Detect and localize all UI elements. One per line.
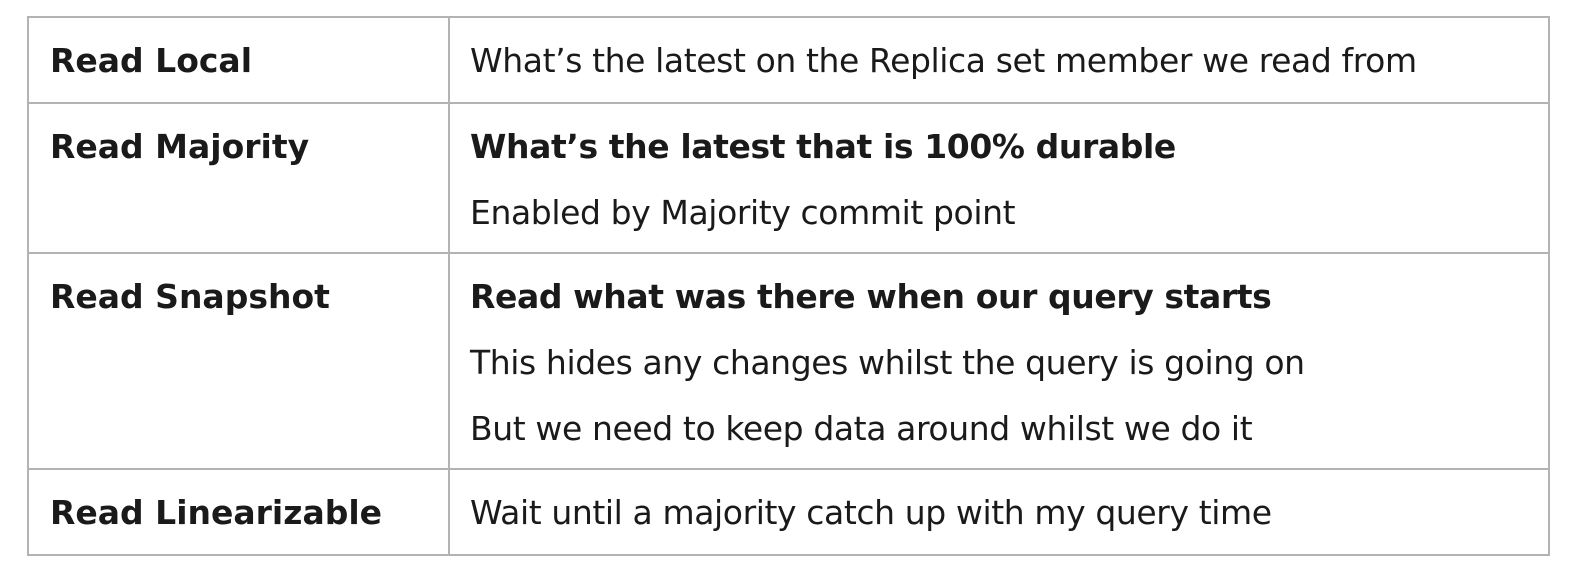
- term-read-snapshot: Read Snapshot: [50, 277, 330, 316]
- read-concern-table: Read Local What’s the latest on the Repl…: [27, 16, 1550, 556]
- term-cell: Read Snapshot: [27, 252, 450, 470]
- description-cell: Read what was there when our query start…: [448, 252, 1550, 470]
- table-row: Read Snapshot Read what was there when o…: [27, 252, 1550, 470]
- term-read-local: Read Local: [50, 41, 253, 80]
- term-cell: Read Majority: [27, 102, 450, 254]
- description-line: Enabled by Majority commit point: [470, 193, 1016, 232]
- term-cell: Read Local: [27, 16, 450, 104]
- description-cell: What’s the latest that is 100% durable E…: [448, 102, 1550, 254]
- description-line: Wait until a majority catch up with my q…: [470, 493, 1272, 532]
- table-row: Read Local What’s the latest on the Repl…: [27, 16, 1550, 104]
- table-row: Read Linearizable Wait until a majority …: [27, 468, 1550, 556]
- table-row: Read Majority What’s the latest that is …: [27, 102, 1550, 254]
- description-line: But we need to keep data around whilst w…: [470, 409, 1253, 448]
- term-read-linearizable: Read Linearizable: [50, 493, 383, 532]
- description-line: This hides any changes whilst the query …: [470, 343, 1305, 382]
- term-read-majority: Read Majority: [50, 127, 310, 166]
- term-cell: Read Linearizable: [27, 468, 450, 556]
- description-cell: What’s the latest on the Replica set mem…: [448, 16, 1550, 104]
- description-headline: Read what was there when our query start…: [470, 277, 1272, 316]
- description-headline: What’s the latest that is 100% durable: [470, 127, 1176, 166]
- description-cell: Wait until a majority catch up with my q…: [448, 468, 1550, 556]
- description-line: What’s the latest on the Replica set mem…: [470, 41, 1417, 80]
